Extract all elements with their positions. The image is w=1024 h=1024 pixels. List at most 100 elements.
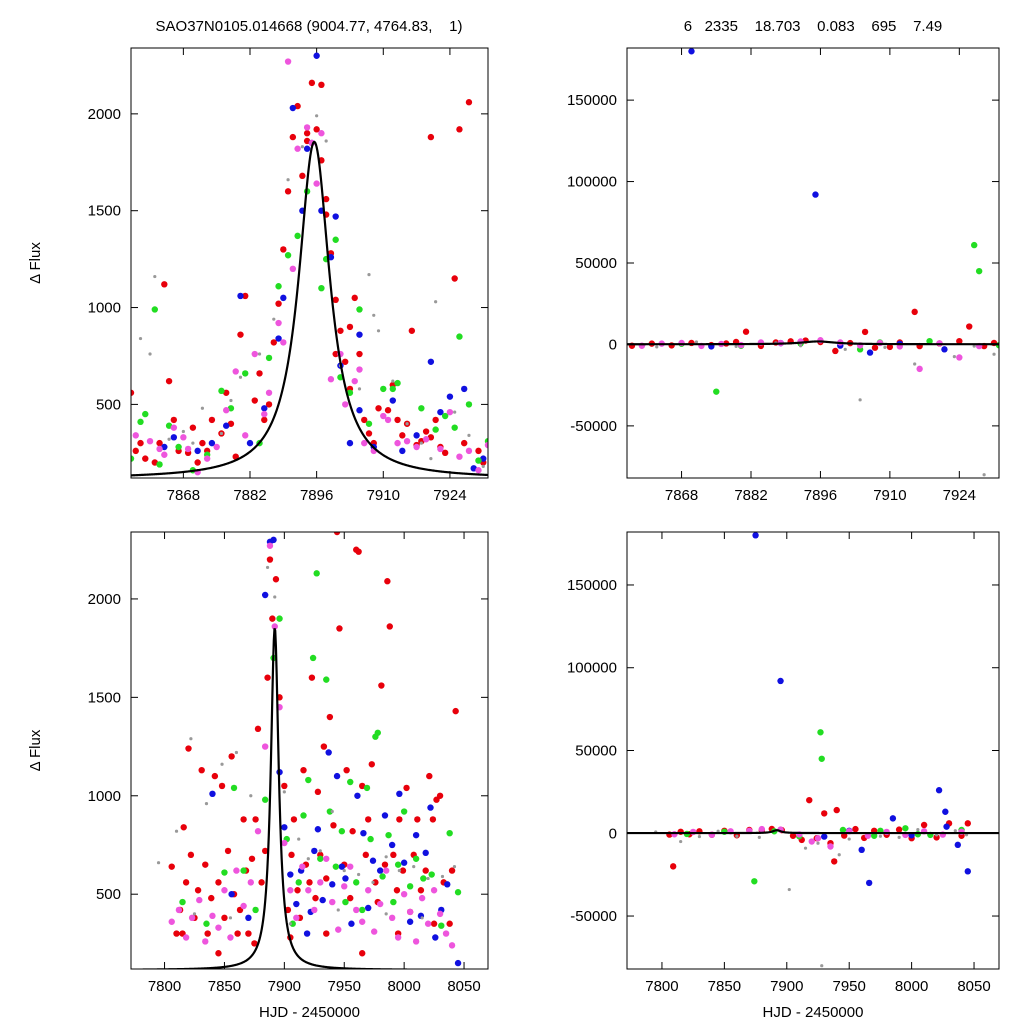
data-point xyxy=(424,920,432,927)
data-point xyxy=(275,335,282,342)
data-point xyxy=(382,867,390,874)
data-point xyxy=(297,837,301,841)
data-point xyxy=(265,401,273,408)
data-point xyxy=(326,808,334,815)
data-point xyxy=(131,455,135,462)
data-point xyxy=(461,439,468,447)
data-point xyxy=(363,784,371,792)
data-point xyxy=(305,776,312,784)
data-point xyxy=(261,591,269,599)
data-point xyxy=(456,126,463,133)
data-point xyxy=(372,313,376,317)
data-point xyxy=(336,908,340,912)
y-tick-label: 50000 xyxy=(575,743,617,760)
data-point xyxy=(184,445,192,453)
data-point xyxy=(346,323,354,331)
data-point xyxy=(173,930,180,937)
data-point xyxy=(429,457,433,461)
data-point xyxy=(318,130,325,137)
data-point xyxy=(655,345,659,349)
data-point xyxy=(288,851,295,859)
data-point xyxy=(142,410,149,418)
data-point xyxy=(284,252,292,259)
data-point xyxy=(348,920,355,927)
data-point xyxy=(289,265,297,273)
data-point xyxy=(175,443,182,451)
data-point xyxy=(883,828,890,836)
data-point xyxy=(234,930,241,937)
data-point xyxy=(444,881,451,888)
x-tick-label: 7950 xyxy=(328,978,361,995)
data-point xyxy=(456,333,463,340)
data-point xyxy=(347,863,354,870)
data-point xyxy=(436,910,444,918)
model-curve xyxy=(131,140,488,477)
data-point xyxy=(153,274,157,279)
data-point xyxy=(156,861,161,865)
data-point xyxy=(789,832,797,839)
data-point xyxy=(228,753,235,760)
data-point xyxy=(332,350,339,358)
data-point xyxy=(359,918,366,925)
data-point xyxy=(265,565,270,570)
data-point xyxy=(357,872,361,877)
data-point xyxy=(319,896,326,904)
data-point xyxy=(188,914,196,922)
data-point xyxy=(356,350,363,358)
data-point xyxy=(286,178,290,182)
panel-top-left: 7868 7882 7896 7910 7924 500 1000 1500 2000 Δ Flu… xyxy=(27,47,489,504)
data-point xyxy=(694,340,699,344)
data-point xyxy=(475,457,482,464)
data-point xyxy=(325,749,332,756)
data-point xyxy=(294,887,301,894)
data-point xyxy=(240,902,247,910)
plot-frame xyxy=(130,47,489,479)
data-point xyxy=(261,416,268,424)
data-point xyxy=(311,906,318,914)
data-point xyxy=(394,439,401,447)
data-point xyxy=(777,677,784,685)
panel-bottom-left: 7800 7850 7900 7950 8000 8050 500 1000 1500 2000 Δ… xyxy=(27,531,489,1021)
data-point xyxy=(329,898,336,906)
y-tick-label: 1000 xyxy=(88,788,121,805)
data-point xyxy=(432,934,439,941)
data-point xyxy=(300,145,304,149)
data-point xyxy=(276,615,283,622)
data-point xyxy=(137,439,144,447)
data-point xyxy=(787,887,791,892)
data-point xyxy=(400,890,408,898)
data-point xyxy=(861,328,869,336)
data-point xyxy=(275,283,282,290)
data-point xyxy=(299,863,306,870)
x-tick-label: 8000 xyxy=(895,978,928,995)
data-point xyxy=(309,654,317,662)
x-tick-label: 7868 xyxy=(167,487,200,504)
data-point xyxy=(245,914,252,922)
data-point xyxy=(897,835,901,840)
y-axis-label: Δ Flux xyxy=(27,242,44,284)
data-point xyxy=(251,350,258,358)
data-point xyxy=(832,347,839,355)
data-point xyxy=(332,296,339,304)
data-point xyxy=(412,938,420,945)
data-point xyxy=(467,433,471,437)
data-point xyxy=(280,339,287,346)
data-point xyxy=(313,180,320,187)
data-point xyxy=(889,815,897,822)
data-point xyxy=(227,934,234,941)
y-axis-label: Δ Flux xyxy=(27,729,44,771)
plot-frame xyxy=(626,531,1000,970)
data-point xyxy=(816,841,820,845)
data-point xyxy=(203,920,210,927)
data-point xyxy=(232,453,239,460)
y-tick-label: -50000 xyxy=(570,418,617,435)
data-point xyxy=(380,385,387,393)
data-point xyxy=(180,434,187,441)
data-point xyxy=(246,439,254,447)
data-point xyxy=(354,792,361,799)
data-point xyxy=(818,755,825,762)
data-point xyxy=(248,855,256,862)
data-point xyxy=(806,796,813,804)
data-point xyxy=(303,130,311,137)
data-point xyxy=(437,408,444,416)
